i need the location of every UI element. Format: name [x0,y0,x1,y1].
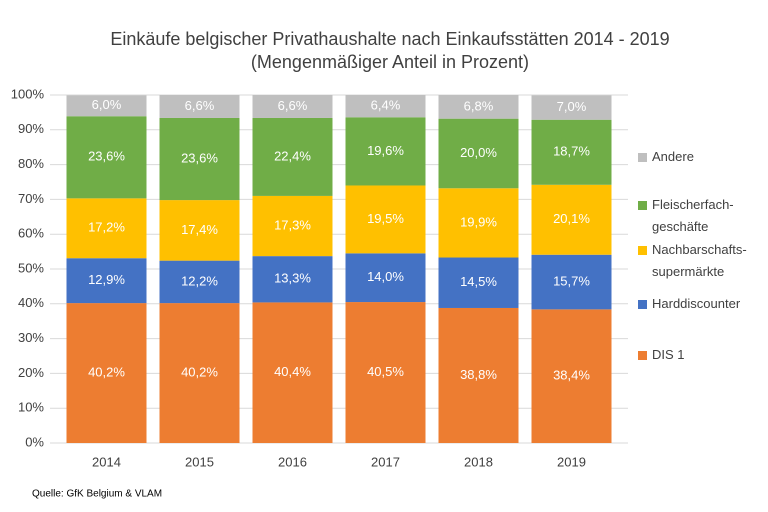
bar-segment [345,117,426,186]
bar-segment [252,95,333,118]
data-label: 19,5% [367,211,404,226]
data-label: 7,0% [557,99,587,114]
bar-segment [438,257,519,308]
x-tick-label: 2015 [185,454,214,469]
x-tick-label: 2017 [371,454,400,469]
data-label: 19,9% [460,214,497,229]
bar-segment [252,256,333,303]
data-label: 18,7% [553,144,590,159]
data-label: 17,3% [274,217,311,232]
bar-segment [66,116,147,199]
source: Quelle: GfK Belgium & VLAM [32,489,162,500]
bar-segment [66,258,147,304]
y-tick-label: 60% [18,226,44,241]
y-tick-label: 0% [25,434,44,449]
bar-segment [159,117,240,201]
data-label: 40,5% [367,364,404,379]
bar-segment [66,303,147,443]
legend-label: Fleischerfach-geschäfte [652,197,734,234]
legend-label: DIS 1 [652,347,685,362]
data-label: 38,4% [553,368,590,383]
x-tick-label: 2019 [557,454,586,469]
data-label: 6,4% [371,98,401,113]
data-label: 13,3% [274,271,311,286]
x-tick-label: 2016 [278,454,307,469]
bar-segment [66,198,147,259]
data-label: 12,2% [181,273,218,288]
y-tick-label: 10% [18,400,44,415]
bar-segment [159,303,240,443]
bar-segment [438,95,519,119]
legend-label: Andere [652,149,694,164]
data-label: 19,6% [367,143,404,158]
bar-segment [345,302,426,443]
data-label: 20,0% [460,145,497,160]
bar-segment [531,119,612,185]
legend-swatch [638,300,647,309]
legend-swatch [638,246,647,255]
data-label: 14,5% [460,274,497,289]
legend-label: Nachbarschafts-supermärkte [652,242,747,279]
legend-swatch [638,153,647,162]
y-tick-label: 20% [18,365,44,380]
x-tick-label: 2018 [464,454,493,469]
data-label: 6,0% [92,97,122,112]
legend-label: Harddiscounter [652,296,741,311]
chart-title: Einkäufe belgischer Privathaushalte nach… [110,29,669,49]
bar-segment [531,95,612,120]
legend-swatch [638,201,647,210]
bar-segment [345,253,426,303]
legend-swatch [638,351,647,360]
data-label: 40,4% [274,364,311,379]
bar-segment [531,309,612,443]
data-label: 12,9% [88,272,125,287]
data-label: 6,8% [464,98,494,113]
data-label: 15,7% [553,273,590,288]
data-label: 40,2% [181,364,218,379]
y-tick-label: 80% [18,156,44,171]
data-label: 38,8% [460,367,497,382]
data-label: 23,6% [181,150,218,165]
data-label: 14,0% [367,269,404,284]
y-tick-label: 90% [18,121,44,136]
bar-segment [252,195,333,257]
bar-segment [159,260,240,304]
bar-segment [531,254,612,310]
bar-segment [252,302,333,443]
data-label: 40,2% [88,364,125,379]
bar-segment [159,200,240,261]
bar-segment [159,95,240,118]
bar-segment [531,184,612,255]
bar-segment [345,95,426,118]
data-label: 6,6% [278,98,308,113]
data-label: 17,2% [88,220,125,235]
data-label: 23,6% [88,149,125,164]
bar-segment [438,118,519,189]
y-tick-label: 40% [18,295,44,310]
bar-segment [438,307,519,443]
chart-subtitle: (Mengenmäßiger Anteil in Prozent) [251,52,529,72]
y-tick-label: 100% [11,86,45,101]
x-tick-label: 2014 [92,454,121,469]
y-tick-label: 70% [18,191,44,206]
data-label: 20,1% [553,211,590,226]
y-tick-label: 30% [18,330,44,345]
y-tick-label: 50% [18,260,44,275]
data-label: 17,4% [181,222,218,237]
bar-segment [345,185,426,254]
bar-segment [252,117,333,196]
data-label: 22,4% [274,148,311,163]
bar-segment [66,95,147,117]
data-label: 6,6% [185,98,215,113]
bar-segment [438,188,519,258]
